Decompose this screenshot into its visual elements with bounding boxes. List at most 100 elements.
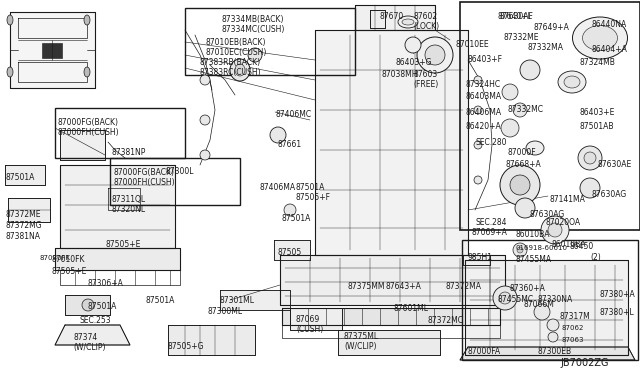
Text: 87080FK: 87080FK bbox=[40, 255, 71, 261]
Ellipse shape bbox=[573, 17, 627, 59]
Text: 87334MC(CUSH): 87334MC(CUSH) bbox=[222, 25, 285, 34]
Text: 87455MA: 87455MA bbox=[516, 255, 552, 264]
Text: 87602: 87602 bbox=[413, 12, 437, 21]
Text: 86420+A: 86420+A bbox=[466, 122, 502, 131]
Text: 87000FG(BACK): 87000FG(BACK) bbox=[113, 168, 174, 177]
Polygon shape bbox=[315, 30, 468, 255]
Text: 87455MC: 87455MC bbox=[498, 295, 534, 304]
Polygon shape bbox=[460, 347, 635, 360]
Text: 87661: 87661 bbox=[278, 140, 302, 149]
Ellipse shape bbox=[582, 26, 618, 51]
Ellipse shape bbox=[7, 15, 13, 25]
Text: 87332MA: 87332MA bbox=[527, 43, 563, 52]
Text: 87360+A: 87360+A bbox=[510, 284, 546, 293]
Text: (FREE): (FREE) bbox=[413, 80, 438, 89]
Text: 87668+A: 87668+A bbox=[506, 160, 541, 169]
Text: 87372MG: 87372MG bbox=[5, 221, 42, 230]
Text: 87630AE: 87630AE bbox=[597, 160, 631, 169]
Ellipse shape bbox=[230, 59, 250, 81]
Text: 87300EB: 87300EB bbox=[537, 347, 571, 356]
Text: 87505+E: 87505+E bbox=[105, 240, 140, 249]
Circle shape bbox=[82, 299, 94, 311]
Text: 87505+F: 87505+F bbox=[295, 193, 330, 202]
Text: 86403MA: 86403MA bbox=[466, 92, 502, 101]
Text: 87501A: 87501A bbox=[88, 302, 117, 311]
Text: 87334MB(BACK): 87334MB(BACK) bbox=[222, 15, 285, 24]
Circle shape bbox=[248, 48, 262, 62]
Text: SEC.253: SEC.253 bbox=[80, 316, 111, 325]
Text: 87010EB(BACK): 87010EB(BACK) bbox=[205, 38, 266, 47]
Text: (W/CLIP): (W/CLIP) bbox=[344, 342, 376, 351]
Text: 86403+F: 86403+F bbox=[468, 55, 503, 64]
Circle shape bbox=[515, 198, 535, 218]
Text: 87383RC(CUSH): 87383RC(CUSH) bbox=[200, 68, 262, 77]
Circle shape bbox=[200, 115, 210, 125]
Text: 87306+A: 87306+A bbox=[88, 279, 124, 288]
Text: JB7002ZG: JB7002ZG bbox=[560, 358, 609, 368]
Text: 87601ML: 87601ML bbox=[393, 304, 428, 313]
Text: 87000FH(CUSH): 87000FH(CUSH) bbox=[113, 178, 175, 187]
Circle shape bbox=[474, 176, 482, 184]
Circle shape bbox=[500, 165, 540, 205]
Polygon shape bbox=[55, 325, 130, 345]
Circle shape bbox=[499, 292, 511, 304]
Ellipse shape bbox=[84, 67, 90, 77]
Polygon shape bbox=[282, 308, 500, 325]
Text: 87317M: 87317M bbox=[560, 312, 591, 321]
Bar bbox=[185, 8, 355, 75]
Circle shape bbox=[517, 247, 523, 253]
Circle shape bbox=[405, 37, 421, 53]
Circle shape bbox=[270, 127, 286, 143]
Text: 87406MC: 87406MC bbox=[276, 110, 312, 119]
Circle shape bbox=[493, 286, 517, 310]
Text: 87406MA: 87406MA bbox=[260, 183, 296, 192]
Polygon shape bbox=[274, 240, 310, 260]
Text: 87501A: 87501A bbox=[5, 173, 35, 182]
Bar bbox=[462, 240, 638, 360]
Text: 016918-60610: 016918-60610 bbox=[515, 245, 567, 251]
Text: 87501A: 87501A bbox=[145, 296, 174, 305]
Text: 87010EC(CUSH): 87010EC(CUSH) bbox=[205, 48, 266, 57]
Text: 87066M: 87066M bbox=[524, 300, 555, 309]
Text: (CUSH): (CUSH) bbox=[296, 325, 323, 334]
Text: 87000FG(BACK): 87000FG(BACK) bbox=[58, 118, 119, 127]
Text: 87501A: 87501A bbox=[282, 214, 312, 223]
Text: 87375ML: 87375ML bbox=[344, 332, 379, 341]
Text: 86010BA: 86010BA bbox=[516, 230, 550, 239]
Text: 87020OA: 87020OA bbox=[545, 218, 580, 227]
Text: 87069: 87069 bbox=[296, 315, 320, 324]
Text: 87010EE: 87010EE bbox=[455, 40, 488, 49]
Circle shape bbox=[200, 75, 210, 85]
Text: 87381NP: 87381NP bbox=[112, 148, 147, 157]
Text: 985H1: 985H1 bbox=[468, 253, 493, 262]
Ellipse shape bbox=[402, 19, 414, 25]
Polygon shape bbox=[355, 5, 435, 30]
Circle shape bbox=[417, 37, 453, 73]
Text: 87505+E: 87505+E bbox=[52, 267, 88, 276]
Bar bbox=[110, 158, 240, 205]
Text: 87630AF: 87630AF bbox=[499, 12, 533, 21]
Text: 86440NA: 86440NA bbox=[592, 20, 627, 29]
Polygon shape bbox=[42, 43, 62, 58]
Polygon shape bbox=[60, 130, 105, 160]
Circle shape bbox=[513, 103, 527, 117]
Text: 87505: 87505 bbox=[278, 248, 302, 257]
Text: 87311QL: 87311QL bbox=[112, 195, 146, 204]
Text: 87374: 87374 bbox=[73, 333, 97, 342]
Polygon shape bbox=[280, 255, 505, 305]
Polygon shape bbox=[60, 165, 175, 248]
Text: 87630AG: 87630AG bbox=[530, 210, 565, 219]
Text: 87670: 87670 bbox=[380, 12, 404, 21]
Text: 86450: 86450 bbox=[570, 242, 595, 251]
Bar bbox=[460, 2, 640, 230]
Ellipse shape bbox=[564, 76, 580, 88]
Text: 87069+A: 87069+A bbox=[472, 228, 508, 237]
Text: 87038MH: 87038MH bbox=[382, 70, 419, 79]
Ellipse shape bbox=[84, 15, 90, 25]
Text: 87332ME: 87332ME bbox=[503, 33, 538, 42]
Ellipse shape bbox=[558, 71, 586, 93]
Circle shape bbox=[578, 146, 602, 170]
Ellipse shape bbox=[526, 141, 544, 155]
Circle shape bbox=[520, 60, 540, 80]
Polygon shape bbox=[168, 325, 255, 355]
